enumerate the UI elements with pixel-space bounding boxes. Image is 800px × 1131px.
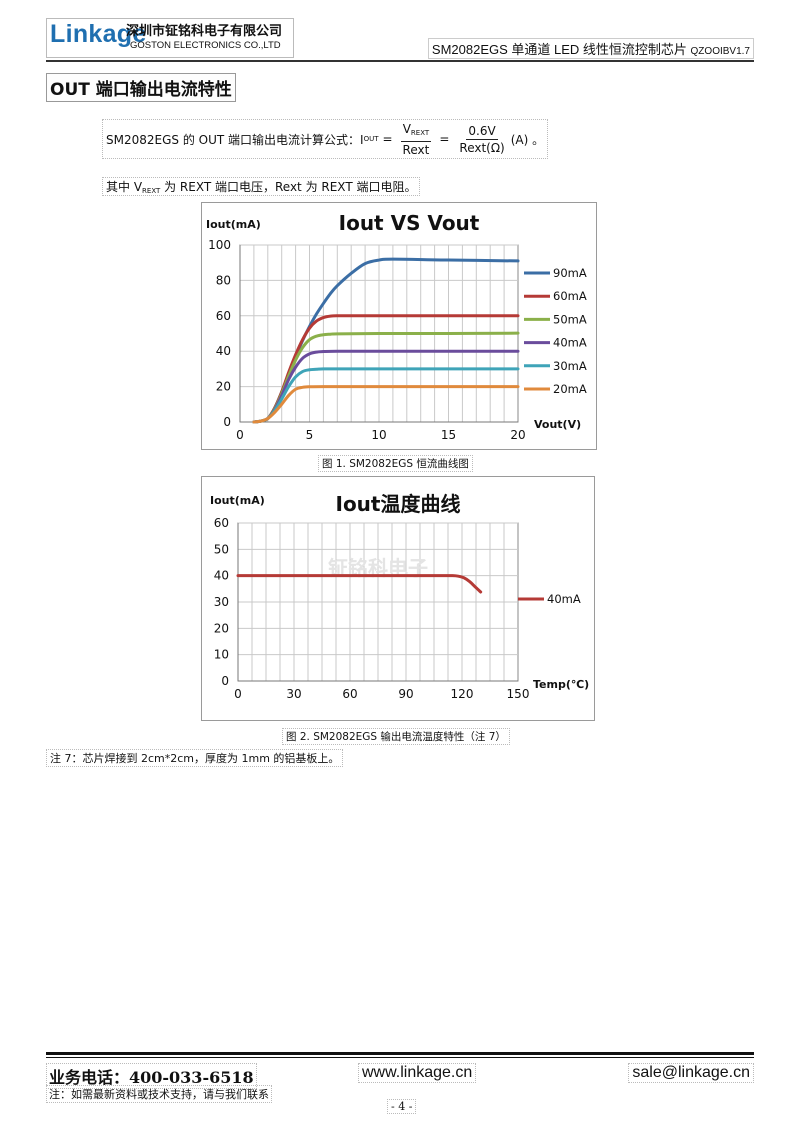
formula-numerator-1-text: V [402,121,411,136]
figure-2-caption: 图 2. SM2082EGS 输出电流温度特性（注 7） [282,728,510,745]
y-axis-label: Iout(mA) [210,494,265,507]
x-axis-label: Temp(℃) [533,678,589,691]
x-tick-label: 5 [306,428,314,442]
y-tick-label: 40 [214,569,229,583]
chart-frame-iout-vout: 0 20 40 60 80 100 0 5 10 15 20 Iout VS Vout Iout(mA)… [201,202,597,450]
current-formula: SM2082EGS 的 OUT 端口输出电流计算公式：I OUT = VREXT … [102,119,549,159]
legend-label-90mA: 90mA [553,266,587,280]
series-line-20mA [252,385,520,424]
y-tick-label: 20 [214,621,229,635]
document-title: SM2082EGS 单通道 LED 线性恒流控制芯片 QZOOIBV1.7 [427,38,754,59]
desc-part-a: 其中 V [106,180,143,194]
y-tick-label: 20 [216,380,231,394]
formula-numerator-1-sub: REXT [410,128,430,137]
chart-title: Iout温度曲线 [336,492,461,516]
footnote-7: 注 7：芯片焊接到 2cm*2cm，厚度为 1mm 的铝基板上。 [46,749,344,767]
desc-subscript: REXT [142,187,161,195]
logo-frame [46,18,294,58]
footer-rule-thick [46,1052,754,1055]
footer-rule-thin [46,1057,754,1058]
y-tick-label: 40 [216,344,231,358]
y-tick-label: 30 [214,595,229,609]
x-tick-label: 60 [342,687,357,701]
footer-note: 注：如需最新资料或技术支持，请与我们联系 [46,1085,272,1103]
document-title-text: SM2082EGS 单通道 LED 线性恒流控制芯片 [431,42,687,57]
footer-email-link[interactable]: sale@linkage.cn [628,1063,754,1083]
x-tick-label: 0 [234,687,242,701]
x-tick-label: 120 [451,687,474,701]
formula-description: 其中 VREXT 为 REXT 端口电压，Rext 为 REXT 端口电阻。 [102,177,421,196]
legend-label-20mA: 20mA [553,382,587,396]
page-number: - 4 - [387,1099,417,1114]
x-tick-label: 0 [236,428,244,442]
y-tick-label: 100 [208,238,231,252]
desc-part-b: 为 REXT 端口电压，Rext 为 REXT 端口电阻。 [160,180,417,194]
formula-denominator-2: Rext(Ω) [459,140,505,155]
company-name-en: GOSTON ELECTRONICS CO.,LTD [130,40,281,51]
legend-label-40mA: 40mA [547,592,581,606]
x-tick-label: 150 [507,687,530,701]
formula-lead: SM2082EGS 的 OUT 端口输出电流计算公式：I [106,132,364,147]
y-axis-label: Iout(mA) [206,218,261,231]
footer-website-link[interactable]: www.linkage.cn [358,1063,477,1083]
x-tick-label: 30 [286,687,301,701]
formula-equals-2: = [439,132,450,146]
legend-label-50mA: 50mA [553,312,587,326]
x-tick-label: 90 [398,687,413,701]
header-rule [46,60,754,62]
formula-equals-1: = [382,132,393,146]
chart-frame-iout-temp: 0 10 20 30 40 50 60 0 30 60 90 120 150 钲铭科电子 Iout温度曲线 I… [201,476,595,721]
footer-phone: 业务电话：400-033-6518 [46,1063,257,1089]
formula-denominator-1: Rext [402,142,430,157]
y-tick-label: 80 [216,273,231,287]
formula-fraction-2: 0.6V Rext(Ω) [457,123,506,156]
section-title: OUT 端口输出电流特性 [46,73,236,102]
y-tick-label: 10 [214,648,229,662]
y-tick-label: 50 [214,542,229,556]
formula-lead-subscript: OUT [363,135,379,143]
x-axis-label: Vout(V) [534,418,581,431]
x-tick-label: 15 [441,428,456,442]
formula-numerator-1: VREXT [400,121,432,142]
x-tick-label: 10 [371,428,386,442]
company-name-cn: 深圳市钲铭科电子有限公司 [126,24,283,39]
chart-iout-vs-vout: 0 20 40 60 80 100 0 5 10 15 20 Iout VS Vout Iout(mA)… [206,211,587,442]
series-line-40mA [236,574,483,594]
formula-fraction-1: VREXT Rext [400,121,432,158]
legend-label-60mA: 60mA [553,289,587,303]
figure-1-caption: 图 1. SM2082EGS 恒流曲线图 [318,455,473,472]
formula-numerator-2: 0.6V [466,123,498,140]
y-tick-label: 0 [221,674,229,688]
document-version: QZOOIBV1.7 [690,46,750,57]
formula-tail: (A) 。 [510,132,545,147]
y-tick-label: 60 [216,309,231,323]
x-tick-label: 20 [510,428,525,442]
legend-label-40mA: 40mA [553,336,587,350]
chart-title: Iout VS Vout [339,211,480,235]
y-tick-label: 0 [223,415,231,429]
legend-label-30mA: 30mA [553,359,587,373]
y-tick-label: 60 [214,516,229,530]
company-logo: Linkage [50,20,147,48]
